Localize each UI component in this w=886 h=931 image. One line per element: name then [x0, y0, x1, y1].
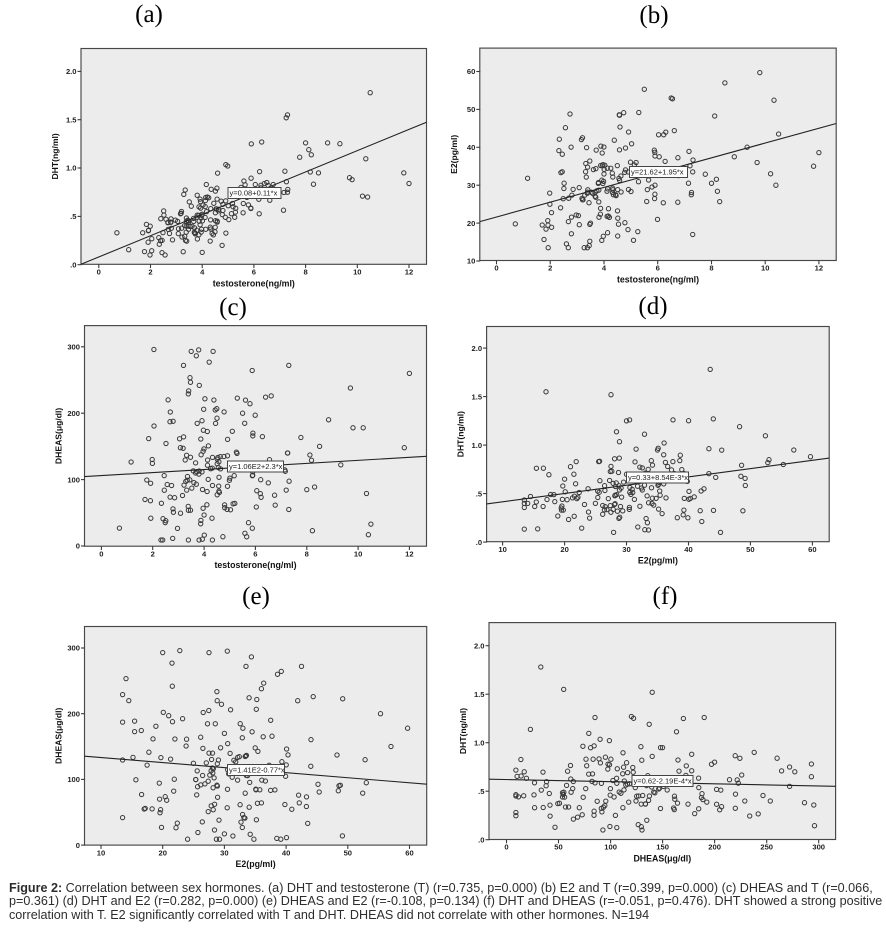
svg-text:6: 6	[656, 264, 660, 273]
svg-text:10: 10	[467, 257, 475, 266]
svg-text:20: 20	[158, 848, 166, 857]
svg-text:4: 4	[602, 264, 607, 273]
svg-text:2.0: 2.0	[474, 641, 485, 650]
svg-text:.0: .0	[478, 835, 484, 844]
svg-text:testosterone(ng/ml): testosterone(ng/ml)	[213, 278, 295, 288]
svg-text:.5: .5	[478, 787, 485, 796]
svg-text:100: 100	[67, 775, 80, 784]
svg-text:1.5: 1.5	[474, 690, 485, 699]
svg-text:8: 8	[303, 268, 307, 277]
svg-text:60: 60	[405, 848, 413, 857]
svg-text:20: 20	[560, 545, 568, 554]
svg-text:1.5: 1.5	[472, 392, 483, 401]
svg-text:10: 10	[97, 848, 105, 857]
svg-text:4: 4	[202, 549, 207, 558]
svg-text:y=21.62+1.95*x: y=21.62+1.95*x	[631, 168, 684, 177]
svg-text:10: 10	[498, 545, 506, 554]
svg-text:30: 30	[220, 848, 228, 857]
svg-text:testosterone(ng/ml): testosterone(ng/ml)	[214, 560, 296, 570]
svg-text:8: 8	[709, 264, 713, 273]
svg-text:200: 200	[67, 409, 80, 418]
svg-text:0: 0	[504, 843, 508, 852]
svg-text:60: 60	[467, 67, 475, 76]
svg-text:1.0: 1.0	[472, 441, 483, 450]
svg-text:y=0.08+0.11*x: y=0.08+0.11*x	[230, 189, 278, 198]
svg-text:.5: .5	[476, 489, 483, 498]
svg-text:8: 8	[305, 549, 309, 558]
svg-text:2.0: 2.0	[66, 67, 77, 76]
svg-text:12: 12	[815, 264, 823, 273]
svg-text:60: 60	[808, 545, 816, 554]
svg-text:20: 20	[467, 219, 475, 228]
svg-text:250: 250	[760, 843, 773, 852]
svg-text:0: 0	[97, 268, 101, 277]
svg-text:30: 30	[467, 181, 475, 190]
svg-text:200: 200	[67, 709, 80, 718]
svg-text:200: 200	[708, 843, 721, 852]
svg-text:DHT(ng/ml): DHT(ng/ml)	[456, 411, 466, 457]
svg-text:0: 0	[494, 264, 498, 273]
svg-text:1.5: 1.5	[66, 115, 77, 124]
svg-text:y=1.06E2+2.3*x: y=1.06E2+2.3*x	[229, 462, 283, 471]
svg-text:50: 50	[344, 848, 352, 857]
svg-text:50: 50	[467, 105, 475, 114]
svg-text:4: 4	[200, 268, 205, 277]
svg-text:.5: .5	[70, 212, 77, 221]
svg-text:6: 6	[252, 268, 256, 277]
svg-text:DHT(ng/ml): DHT(ng/ml)	[50, 133, 60, 179]
svg-text:DHT(ng/ml): DHT(ng/ml)	[458, 708, 468, 754]
svg-text:40: 40	[282, 848, 290, 857]
svg-text:E2(pg/ml): E2(pg/ml)	[638, 556, 678, 566]
svg-text:E2(pg/ml): E2(pg/ml)	[449, 135, 459, 174]
svg-text:0: 0	[76, 542, 80, 551]
svg-text:40: 40	[684, 545, 692, 554]
svg-text:150: 150	[656, 843, 669, 852]
svg-text:12: 12	[405, 268, 413, 277]
svg-text:100: 100	[67, 475, 80, 484]
svg-text:DHEAS(μg/dl): DHEAS(μg/dl)	[54, 408, 64, 464]
svg-text:y=0.62-2.19E-4*x: y=0.62-2.19E-4*x	[634, 777, 692, 786]
svg-text:12: 12	[405, 549, 413, 558]
svg-text:DHEAS(μg/dl): DHEAS(μg/dl)	[54, 707, 64, 763]
svg-text:30: 30	[622, 545, 630, 554]
svg-text:6: 6	[253, 549, 257, 558]
svg-text:100: 100	[604, 843, 617, 852]
svg-text:1.0: 1.0	[66, 164, 77, 173]
svg-text:.0: .0	[476, 538, 482, 547]
svg-text:0: 0	[76, 841, 80, 850]
svg-text:E2(pg/ml): E2(pg/ml)	[236, 859, 276, 869]
svg-text:2: 2	[148, 268, 152, 277]
svg-text:testosterone(ng/ml): testosterone(ng/ml)	[617, 275, 699, 285]
svg-text:y=1.41E2-0.77*x: y=1.41E2-0.77*x	[229, 766, 285, 775]
svg-text:40: 40	[467, 143, 475, 152]
svg-text:50: 50	[746, 545, 754, 554]
svg-text:10: 10	[353, 268, 361, 277]
svg-text:DHEAS(μg/dl): DHEAS(μg/dl)	[633, 854, 691, 864]
svg-text:y=0.33+8.54E-3*x: y=0.33+8.54E-3*x	[628, 473, 688, 482]
svg-text:2: 2	[548, 264, 552, 273]
svg-text:2.0: 2.0	[472, 344, 483, 353]
svg-text:0: 0	[99, 549, 103, 558]
svg-text:50: 50	[554, 843, 562, 852]
svg-text:1.0: 1.0	[474, 738, 485, 747]
svg-text:10: 10	[354, 549, 362, 558]
svg-text:300: 300	[67, 343, 80, 352]
svg-text:2: 2	[151, 549, 155, 558]
svg-text:.0: .0	[70, 260, 76, 269]
svg-text:300: 300	[67, 644, 80, 653]
svg-text:300: 300	[812, 843, 825, 852]
svg-text:10: 10	[761, 264, 769, 273]
